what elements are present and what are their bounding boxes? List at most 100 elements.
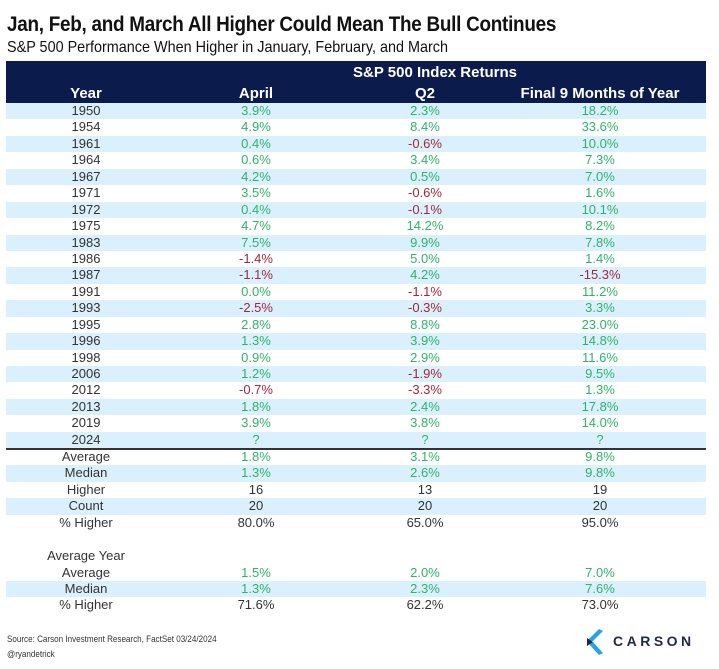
source-note: Source: Carson Investment Research, Fact… xyxy=(7,634,217,645)
cell-year: 1971 xyxy=(71,185,101,201)
cell-april: 1.8% xyxy=(241,449,271,464)
cell-final-9-months: 33.6% xyxy=(581,119,619,135)
cell-q2: -0.1% xyxy=(408,201,442,217)
cell-final-9-months: 11.2% xyxy=(582,283,618,299)
cell-april: 0.4% xyxy=(241,201,271,217)
table-row: 1954 4.9% 8.4% 33.6% xyxy=(6,119,706,135)
cell-year: Median xyxy=(64,465,108,481)
table-row: 1964 0.6% 3.4% 7.3% xyxy=(6,152,706,168)
cell-april: 3.5% xyxy=(241,185,271,201)
cell-q2: 3.9% xyxy=(410,333,440,349)
cell-april: 4.2% xyxy=(241,168,271,184)
cell-april: 0.4% xyxy=(241,135,271,151)
cell-april: 4.7% xyxy=(241,218,271,234)
table-row: 1995 2.8% 8.8% 23.0% xyxy=(6,317,706,333)
table-row: 2006 1.2% -1.9% 9.5% xyxy=(6,366,706,383)
cell-final-9-months: 3.3% xyxy=(585,300,615,316)
cell-year: % Higher xyxy=(59,514,113,530)
cell-april: 20 xyxy=(248,498,264,514)
col-header-final-9-months: Final 9 Months of Year xyxy=(520,85,680,102)
cell-q2: 3.4% xyxy=(410,152,440,168)
cell-q2: 2.9% xyxy=(410,349,440,365)
cell-q2: 2.0% xyxy=(410,564,440,580)
cell-q2: 5.0% xyxy=(410,250,440,266)
table-row: 2024??? xyxy=(6,431,706,449)
cell-year: 1954 xyxy=(71,119,101,135)
cell-final-9-months: 20 xyxy=(592,498,608,514)
cell-q2: 8.4% xyxy=(410,119,440,135)
table-row: 1996 1.3% 3.9% 14.8% xyxy=(6,333,706,350)
table-row: 2019 3.9% 3.8% 14.0% xyxy=(6,415,706,431)
cell-final-9-months: 14.0% xyxy=(581,415,619,431)
cell-final-9-months: 9.5% xyxy=(585,366,615,381)
cell-year: Count xyxy=(68,498,104,514)
cell-year: 1996 xyxy=(71,333,101,349)
cell-april: -0.7% xyxy=(239,382,273,398)
cell-final-9-months: 1.6% xyxy=(585,185,615,201)
cell-final-9-months: 10.1% xyxy=(581,201,619,217)
cell-april: 7.5% xyxy=(241,234,271,250)
cell-april: 1.2% xyxy=(241,366,271,381)
table-row: 1975 4.7% 14.2% 8.2% xyxy=(6,218,706,234)
table-row: 1967 4.2% 0.5% 7.0% xyxy=(6,168,706,186)
cell-q2: 3.8% xyxy=(410,415,440,431)
cell-year: Average xyxy=(61,449,111,464)
cell-year: 1975 xyxy=(71,218,101,234)
table-row: 1972 0.4% -0.1% 10.1% xyxy=(6,201,706,219)
cell-q2: -0.3% xyxy=(408,300,442,316)
table-row: Average 1.5% 2.0% 7.0% xyxy=(6,565,706,581)
cell-q2: -3.3% xyxy=(408,382,442,398)
cell-final-9-months: 1.3% xyxy=(585,382,615,398)
cell-q2: 62.2% xyxy=(406,597,444,613)
cell-q2: 2.3% xyxy=(410,103,440,118)
cell-q2: -1.1% xyxy=(408,283,442,299)
cell-april: -1.1% xyxy=(239,267,273,283)
carson-logo-icon xyxy=(587,629,603,655)
cell-year: 1972 xyxy=(71,201,101,217)
cell-april: 1.5% xyxy=(241,564,271,580)
cell-year: % Higher xyxy=(59,597,113,613)
cell-year: 1998 xyxy=(71,349,101,365)
cell-final-9-months: 1.4% xyxy=(585,250,615,266)
logo-text: CARSON xyxy=(613,633,695,649)
cell-april: 0.9% xyxy=(241,349,271,365)
col-header-q2: Q2 xyxy=(414,85,435,102)
group-header: S&P 500 Index Returns xyxy=(353,64,517,81)
cell-final-9-months: 7.3% xyxy=(585,152,615,168)
cell-final-9-months: 11.6% xyxy=(582,349,618,365)
author-handle: @ryandetrick xyxy=(7,649,55,660)
cell-q2: ? xyxy=(421,431,429,447)
table-row: % Higher 71.6% 62.2% 73.0% xyxy=(6,597,706,613)
cell-year: 1964 xyxy=(71,152,101,168)
summary-divider xyxy=(6,448,706,450)
average-year-rows: Average 1.5% 2.0% 7.0% Median 1.3% 2.3% 7.6%% H… xyxy=(6,565,706,614)
cell-april: ? xyxy=(252,431,260,447)
table-row: 1950 3.9% 2.3% 18.2% xyxy=(6,103,706,120)
table-row: % Higher 80.0% 65.0% 95.0% xyxy=(6,515,706,531)
cell-final-9-months: 10.0% xyxy=(581,135,619,151)
table-row: Higher 16 13 19 xyxy=(6,482,706,498)
cell-final-9-months: 7.0% xyxy=(585,564,615,580)
carson-logo: CARSON xyxy=(583,629,703,655)
cell-final-9-months: 9.8% xyxy=(585,449,615,464)
cell-year: 2006 xyxy=(71,366,101,381)
cell-april: 0.0% xyxy=(241,283,271,299)
cell-q2: 13 xyxy=(417,481,433,497)
cell-final-9-months: 7.8% xyxy=(585,234,615,250)
cell-april: 3.9% xyxy=(241,415,271,431)
col-header-year: Year xyxy=(70,85,102,102)
cell-final-9-months: 23.0% xyxy=(581,316,619,332)
cell-april: -2.5% xyxy=(239,300,273,316)
cell-year: 1987 xyxy=(71,267,101,283)
cell-year: 1983 xyxy=(71,234,101,250)
col-header-april: April xyxy=(238,85,274,102)
cell-year: 1967 xyxy=(71,168,101,184)
summary-rows: Average 1.8% 3.1% 9.8% Median 1.3% 2.6% 9.8% Hig… xyxy=(6,449,706,531)
cell-q2: 4.2% xyxy=(410,267,440,283)
cell-final-9-months: 17.8% xyxy=(581,398,619,414)
cell-q2: 9.9% xyxy=(410,234,440,250)
cell-year: 2019 xyxy=(71,415,101,431)
cell-april: 16 xyxy=(248,481,264,497)
table-row: 2013 1.8% 2.4% 17.8% xyxy=(6,398,706,416)
table-row: Average 1.8% 3.1% 9.8% xyxy=(6,449,706,465)
